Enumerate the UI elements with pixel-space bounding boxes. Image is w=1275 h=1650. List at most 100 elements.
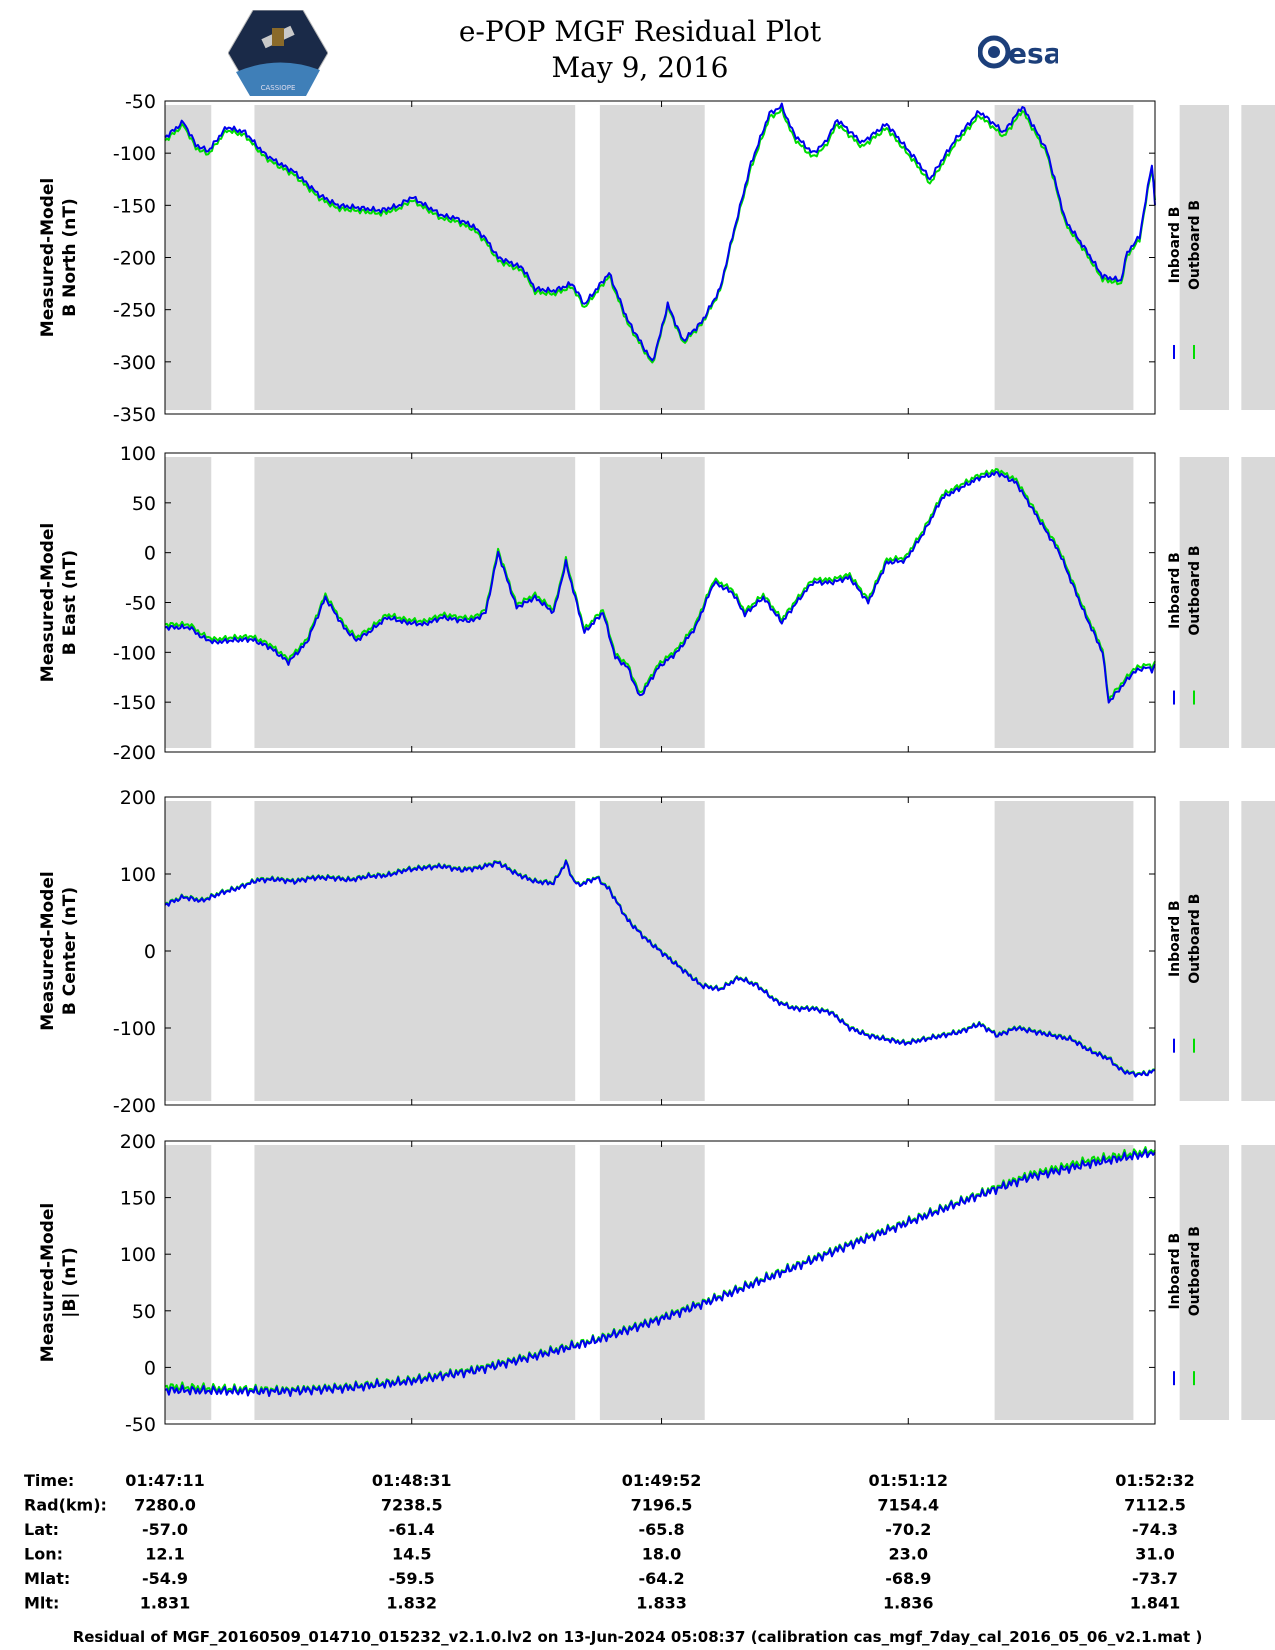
- y-tick-label: -250: [113, 300, 156, 322]
- y-axis-label: Measured-Model B Center (nT): [38, 871, 80, 1030]
- panel-1: -50 -100 -150 -200 -250 -300 -350 Measured-Mode…: [38, 91, 1275, 426]
- shaded-interval: [165, 1145, 212, 1420]
- y-axis-label-line: Measured-Model: [38, 178, 58, 337]
- x-info-value: -54.9: [142, 1569, 188, 1588]
- y-tick-label: -350: [113, 404, 156, 426]
- footer-caption: Residual of MGF_20160509_014710_015232_v…: [72, 1628, 1203, 1646]
- panel-4: 200 150 100 50 0 -50 Measured-Model |B| (nT) Inb…: [38, 1131, 1275, 1436]
- title-text: e-POP MGF Residual Plot: [458, 15, 822, 48]
- y-tick-label: 100: [120, 1244, 156, 1266]
- shaded-interval: [599, 801, 705, 1101]
- shaded-interval: [1241, 1145, 1275, 1420]
- shaded-interval: [1179, 105, 1230, 410]
- shaded-interval: [254, 1145, 576, 1420]
- x-info-value: 1.831: [140, 1594, 191, 1613]
- esa-logo: esa: [978, 35, 1058, 70]
- y-tick-label: -200: [113, 1095, 156, 1117]
- x-info-value: 18.0: [642, 1545, 681, 1564]
- legend-inboard-label: Inboard B: [1167, 900, 1183, 977]
- x-info-value: 31.0: [1135, 1545, 1174, 1564]
- x-info-value: 01:51:12: [868, 1471, 948, 1490]
- shaded-interval: [165, 105, 212, 410]
- y-tick-label: -100: [113, 642, 156, 664]
- y-tick-label: -150: [113, 195, 156, 217]
- y-axis-label: Measured-Model B East (nT): [38, 523, 80, 682]
- x-info-value: -74.3: [1132, 1520, 1178, 1539]
- x-info-value: 14.5: [392, 1545, 431, 1564]
- y-axis-label-line: Measured-Model: [38, 1203, 58, 1362]
- y-tick-label: 50: [132, 493, 156, 515]
- shaded-interval: [599, 1145, 705, 1420]
- x-info-row-label: Rad(km):: [24, 1496, 107, 1515]
- x-info-value: 01:49:52: [622, 1471, 702, 1490]
- x-info-row-label: Mlt:: [24, 1594, 59, 1613]
- shaded-interval: [994, 105, 1134, 410]
- shaded-interval: [165, 801, 212, 1101]
- y-axis-label-line: B Center (nT): [60, 887, 80, 1015]
- y-tick-label: 0: [144, 543, 156, 565]
- x-info-value: 7112.5: [1124, 1496, 1186, 1515]
- legend-outboard-label: Outboard B: [1187, 545, 1203, 635]
- x-info-value: -64.2: [638, 1569, 684, 1588]
- legend-inboard-label: Inboard B: [1167, 552, 1183, 629]
- shaded-interval: [1241, 457, 1275, 748]
- shaded-interval: [165, 457, 212, 748]
- x-info-value: -68.9: [885, 1569, 931, 1588]
- shaded-interval: [1241, 801, 1275, 1101]
- y-axis-label: Measured-Model B North (nT): [38, 178, 80, 337]
- legend-outboard-label: Outboard B: [1187, 1226, 1203, 1316]
- y-axis-label-line: Measured-Model: [38, 523, 58, 682]
- shaded-interval: [994, 801, 1134, 1101]
- legend-inboard-label: Inboard B: [1167, 207, 1183, 284]
- shaded-interval: [1179, 801, 1230, 1101]
- inboard-series-line: [164, 859, 1156, 1078]
- x-info-value: 7196.5: [631, 1496, 693, 1515]
- shaded-interval: [994, 1145, 1134, 1420]
- y-tick-label: 100: [120, 864, 156, 886]
- panel-2: 100 50 0 -50 -100 -150 -200 Measured-Model B Eas…: [38, 443, 1275, 764]
- y-tick-label: 150: [120, 1188, 156, 1210]
- x-info-row-label: Lat:: [24, 1520, 59, 1539]
- y-axis-label-line: |B| (nT): [60, 1247, 80, 1318]
- y-tick-label: -200: [113, 742, 156, 764]
- x-info-value: -73.7: [1132, 1569, 1178, 1588]
- shaded-interval: [254, 801, 576, 1101]
- page-title: e-POP MGF Residual Plot May 9, 2016: [420, 14, 860, 86]
- inboard-series-line: [164, 1148, 1156, 1397]
- shaded-interval: [1179, 1145, 1230, 1420]
- x-info-value: 7154.4: [877, 1496, 939, 1515]
- x-info-row-label: Lon:: [24, 1545, 63, 1564]
- x-info-value: 1.841: [1130, 1594, 1181, 1613]
- x-info-value: 12.1: [145, 1545, 184, 1564]
- x-info-value: 01:48:31: [372, 1471, 452, 1490]
- y-tick-label: -300: [113, 352, 156, 374]
- shaded-interval: [599, 105, 705, 410]
- x-info-value: 01:47:11: [125, 1471, 205, 1490]
- logo-left-text: CASSIOPE: [261, 84, 296, 92]
- y-axis-label-line: B North (nT): [60, 198, 80, 317]
- y-tick-label: 0: [144, 1357, 156, 1379]
- y-tick-label: -50: [125, 1414, 156, 1436]
- y-tick-label: -100: [113, 143, 156, 165]
- y-tick-label: 200: [120, 787, 156, 809]
- outboard-series-line: [164, 468, 1156, 701]
- cassiope-logo: CASSIOPE: [228, 10, 328, 96]
- y-tick-label: 200: [120, 1131, 156, 1153]
- date-text: May 9, 2016: [551, 51, 729, 84]
- y-tick-label: -100: [113, 1018, 156, 1040]
- y-tick-label: 50: [132, 1301, 156, 1323]
- x-info-value: 23.0: [889, 1545, 928, 1564]
- inboard-series-line: [164, 102, 1156, 362]
- y-tick-label: -50: [125, 593, 156, 615]
- y-tick-label: 100: [120, 443, 156, 465]
- shaded-interval: [994, 457, 1134, 748]
- legend-inboard-label: Inboard B: [1167, 1233, 1183, 1310]
- logo-right-text: esa: [1008, 37, 1058, 70]
- y-tick-label: -50: [125, 91, 156, 113]
- panel-3: 200 100 0 -100 -200 Measured-Model B Center (n…: [38, 787, 1275, 1117]
- x-info-value: -70.2: [885, 1520, 931, 1539]
- shaded-interval: [254, 105, 576, 410]
- y-tick-label: -200: [113, 248, 156, 270]
- y-tick-label: -150: [113, 692, 156, 714]
